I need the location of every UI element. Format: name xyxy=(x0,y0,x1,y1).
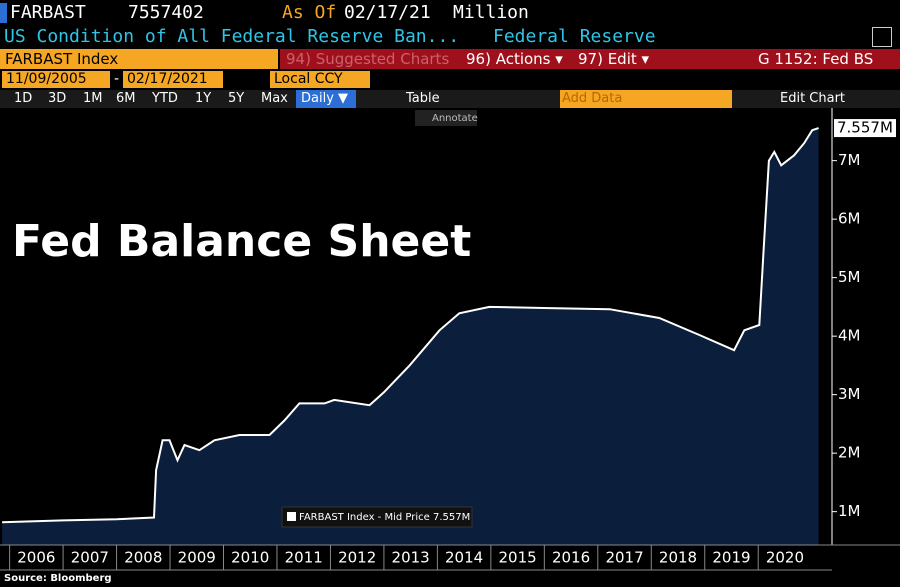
actions-menu[interactable]: 96) Actions ▾ xyxy=(466,50,563,68)
range-button[interactable]: 1D xyxy=(14,91,33,106)
range-button[interactable]: YTD xyxy=(152,91,178,106)
line xyxy=(2,127,819,524)
as-of-label: As Of xyxy=(282,2,337,23)
source: Source: Bloomberg xyxy=(4,573,112,584)
currency[interactable]: Local CCY xyxy=(274,71,343,87)
suggested-charts[interactable]: 94) Suggested Charts xyxy=(286,50,450,68)
y-tick-label: 1M xyxy=(838,502,861,520)
last-value-tag xyxy=(834,119,896,138)
y-tick-label: 5M xyxy=(838,268,861,286)
x-tick-label: 2018 xyxy=(659,549,697,567)
area xyxy=(2,128,819,545)
annotate-box[interactable] xyxy=(415,110,477,126)
x-tick-label: 2015 xyxy=(499,549,537,567)
annotate[interactable]: Annotate xyxy=(432,113,478,124)
edit-chart[interactable]: Edit Chart xyxy=(780,91,846,106)
description: US Condition of All Federal Reserve Ban.… xyxy=(4,26,460,47)
x-tick-label: 2020 xyxy=(766,549,804,567)
add-data-box[interactable] xyxy=(560,90,732,108)
start-date[interactable]: 11/09/2005 xyxy=(6,71,87,87)
y-tick-label: 2M xyxy=(838,444,861,462)
legend-box xyxy=(281,506,473,528)
table-button[interactable]: Table xyxy=(406,91,440,106)
plot xyxy=(2,127,819,545)
range-button[interactable]: 1M xyxy=(83,91,103,106)
x-tick-label: 2019 xyxy=(712,549,750,567)
security[interactable]: FARBAST Index xyxy=(5,50,119,68)
x-tick-label: 2014 xyxy=(445,549,483,567)
end-date[interactable]: 02/17/2021 xyxy=(127,71,208,87)
ticker: FARBAST xyxy=(10,2,86,23)
menu-bar xyxy=(280,49,900,69)
last-value: 7557402 xyxy=(128,2,204,23)
security-box[interactable] xyxy=(0,49,278,69)
chart-code: G 1152: Fed BS xyxy=(758,50,874,68)
date-separator: - xyxy=(114,71,120,87)
y-tick-label: 4M xyxy=(838,327,861,345)
range-button[interactable]: Max xyxy=(261,91,288,106)
legend-swatch xyxy=(287,512,296,521)
popout-icon[interactable] xyxy=(872,27,892,47)
unit: Million xyxy=(453,2,529,23)
x-tick-label: 2007 xyxy=(71,549,109,567)
x-tick-label: 2016 xyxy=(552,549,590,567)
currency-box[interactable] xyxy=(270,71,370,88)
source-name: Federal Reserve xyxy=(493,26,656,47)
x-tick-label: 2011 xyxy=(285,549,323,567)
edit-menu[interactable]: 97) Edit ▾ xyxy=(578,50,650,68)
end-date-box[interactable] xyxy=(123,71,223,88)
x-tick-label: 2013 xyxy=(392,549,430,567)
chart-title: Fed Balance Sheet xyxy=(12,216,471,267)
range-button[interactable]: 3D xyxy=(48,91,67,106)
as-of-date: 02/17/21 xyxy=(344,2,431,23)
y-tick-label: 7M xyxy=(838,151,861,169)
x-tick-label: 2010 xyxy=(231,549,269,567)
x-tick-label: 2006 xyxy=(17,549,55,567)
x-tick-label: 2012 xyxy=(338,549,376,567)
range-button[interactable]: 6M xyxy=(116,91,136,106)
x-tick-label: 2009 xyxy=(178,549,216,567)
last-value-label: 7.557M xyxy=(837,119,893,137)
add-data[interactable]: Add Data xyxy=(562,91,623,106)
x-tick-label: 2008 xyxy=(124,549,162,567)
y-tick-label: 6M xyxy=(838,210,861,228)
x-tick-label: 2017 xyxy=(605,549,643,567)
start-date-box[interactable] xyxy=(2,71,110,88)
legend-entry: FARBAST Index - Mid Price 7.557M xyxy=(299,512,470,523)
range-button[interactable]: 5Y xyxy=(228,91,245,106)
frequency[interactable]: Daily ▼ xyxy=(301,91,349,106)
marker xyxy=(0,3,7,23)
range-button[interactable]: 1Y xyxy=(195,91,212,106)
frequency-box[interactable] xyxy=(296,90,356,108)
y-tick-label: 3M xyxy=(838,385,861,403)
